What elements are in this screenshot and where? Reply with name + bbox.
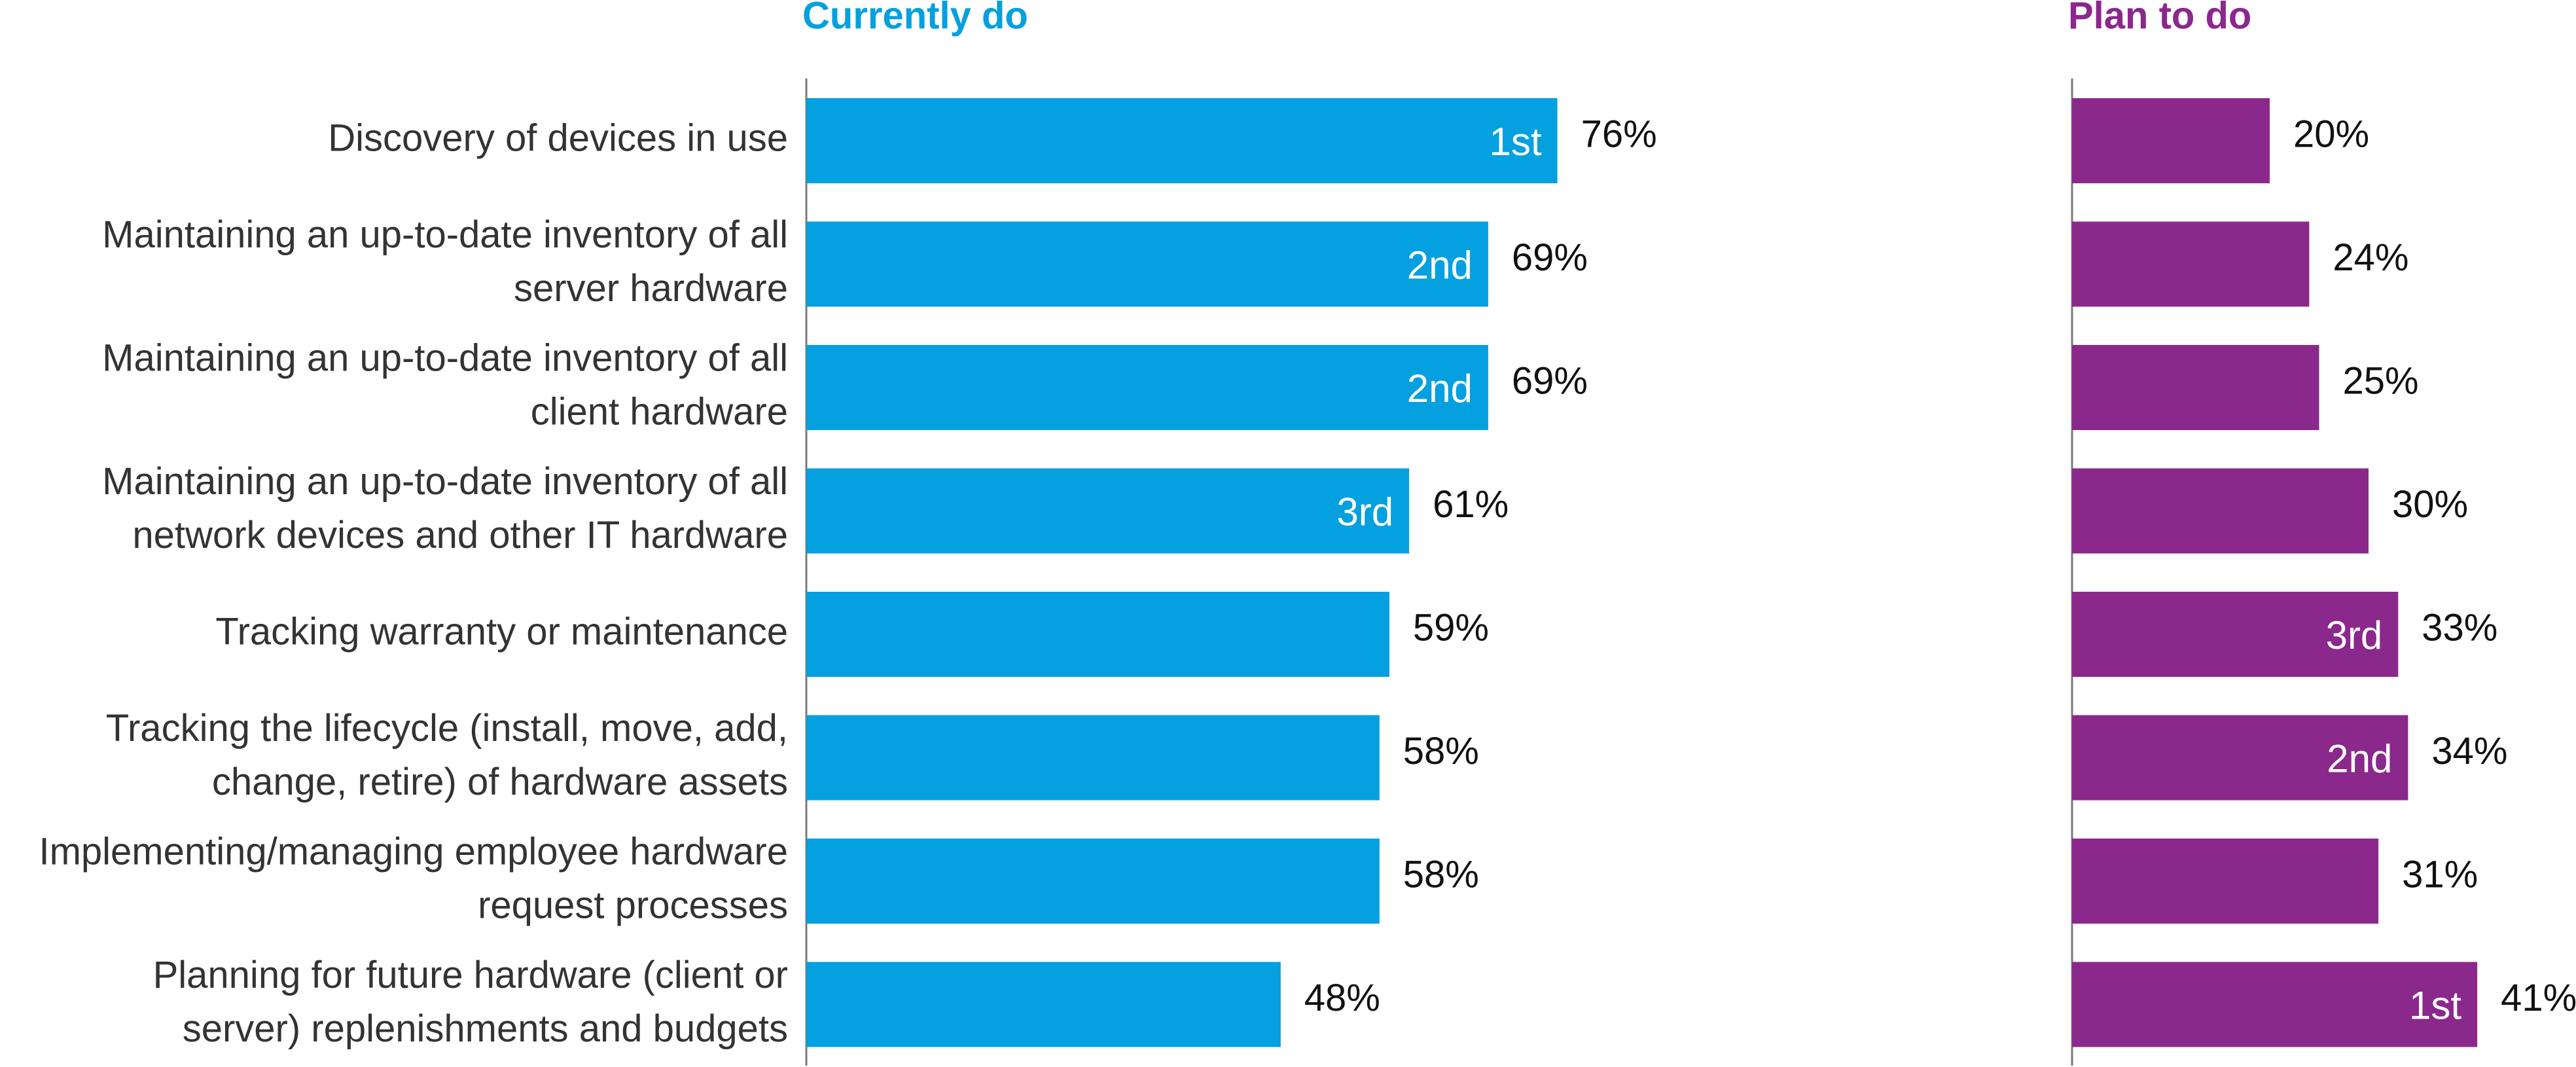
value-label: 33% — [2422, 606, 2497, 649]
bar — [2072, 839, 2379, 924]
bar — [806, 962, 1281, 1047]
category-label: server) replenishments and budgets — [183, 1007, 788, 1050]
bar — [2072, 715, 2408, 801]
category-label: client hardware — [531, 390, 788, 433]
category-label: Discovery of devices in use — [328, 117, 788, 159]
category-label: Planning for future hardware (client or — [153, 954, 788, 996]
value-label: 69% — [1512, 359, 1588, 402]
value-label: 20% — [2293, 113, 2369, 155]
category-label: Maintaining an up-to-date inventory of a… — [102, 213, 788, 256]
value-label: 58% — [1403, 853, 1479, 895]
bar — [806, 839, 1380, 924]
rank-label: 2nd — [2327, 736, 2392, 780]
bar — [806, 715, 1380, 801]
series-title-currently-do: Currently do — [802, 0, 1028, 37]
bar — [2072, 98, 2270, 183]
value-label: 24% — [2333, 236, 2408, 279]
value-label: 61% — [1433, 483, 1509, 526]
bar — [2072, 592, 2399, 677]
category-label: Tracking the lifecycle (install, move, a… — [106, 707, 788, 750]
rank-label: 2nd — [1407, 243, 1473, 287]
value-label: 41% — [2501, 977, 2576, 1019]
bar — [2072, 468, 2369, 554]
rank-label: 2nd — [1407, 367, 1473, 410]
category-label: network devices and other IT hardware — [132, 514, 788, 556]
rank-label: 1st — [2409, 983, 2461, 1027]
value-label: 34% — [2431, 730, 2507, 772]
value-label: 69% — [1512, 236, 1588, 279]
bar — [806, 468, 1410, 554]
category-label: Maintaining an up-to-date inventory of a… — [102, 336, 788, 379]
bar — [2072, 962, 2478, 1047]
rank-label: 1st — [1490, 120, 1542, 164]
bar — [806, 221, 1488, 307]
value-label: 59% — [1413, 606, 1489, 649]
bar — [806, 345, 1488, 430]
bar — [2072, 345, 2319, 430]
value-label: 31% — [2402, 853, 2478, 895]
series-title-plan-to-do: Plan to do — [2068, 0, 2251, 37]
value-label: 48% — [1304, 977, 1380, 1019]
rank-label: 3rd — [1336, 490, 1393, 534]
bar — [806, 98, 1558, 183]
value-label: 30% — [2392, 483, 2468, 526]
rank-label: 3rd — [2326, 613, 2383, 657]
category-label: Tracking warranty or maintenance — [215, 610, 788, 653]
value-label: 25% — [2343, 359, 2419, 402]
category-label: server hardware — [514, 267, 788, 310]
value-label: 76% — [1581, 113, 1657, 155]
category-label: Implementing/managing employee hardware — [39, 830, 788, 873]
bar — [806, 592, 1389, 677]
category-label: request processes — [478, 884, 788, 926]
category-label: change, retire) of hardware assets — [212, 761, 788, 803]
value-label: 58% — [1403, 730, 1479, 772]
category-label: Maintaining an up-to-date inventory of a… — [102, 460, 788, 503]
bar — [2072, 221, 2310, 307]
